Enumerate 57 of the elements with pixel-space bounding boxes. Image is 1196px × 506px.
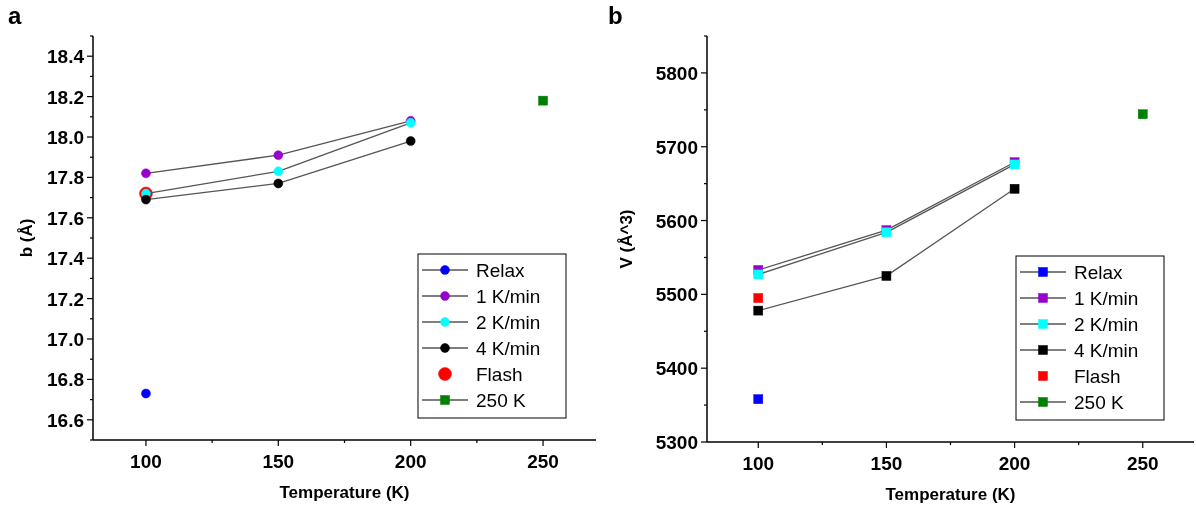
legend-label: Flash: [1074, 366, 1121, 387]
x-tick-label: 200: [998, 453, 1031, 474]
legend-label: 250 K: [476, 390, 526, 411]
y-tick-label: 18.4: [47, 46, 85, 68]
legend-label: 2 K/min: [476, 312, 541, 333]
legend-label: Relax: [1074, 262, 1124, 283]
legend-label: 4 K/min: [476, 338, 541, 359]
point: [1009, 184, 1020, 194]
legend-label: Flash: [476, 364, 523, 385]
x-tick-label: 100: [130, 451, 162, 472]
y-tick-label: 5300: [655, 432, 698, 453]
point: [538, 95, 548, 106]
point: [753, 305, 764, 316]
y-tick-label: 18.0: [47, 127, 84, 148]
point: [273, 166, 284, 177]
point: [405, 136, 416, 146]
x-tick-label: 250: [527, 451, 559, 472]
x-axis-title: Temperature (K): [279, 483, 410, 502]
chart-title: a: [8, 2, 22, 29]
point: [753, 269, 764, 280]
y-tick-label: 5600: [655, 210, 698, 232]
point: [141, 194, 151, 205]
chart-title: b: [608, 2, 623, 29]
y-tick-label: 17.8: [47, 167, 84, 189]
legend-label: 1 K/min: [1074, 288, 1139, 309]
legend-label: 4 K/min: [1074, 340, 1139, 361]
legend-label: 250 K: [1074, 392, 1124, 413]
y-tick-label: 5500: [655, 284, 698, 306]
y-tick-label: 5400: [655, 358, 698, 380]
legend-label: Relax: [476, 260, 526, 281]
y-axis-title: b (Å): [17, 218, 36, 258]
point: [753, 394, 764, 404]
y-tick-label: 18.2: [47, 86, 84, 108]
point: [273, 150, 284, 160]
point: [753, 293, 764, 303]
x-tick-label: 200: [394, 451, 427, 472]
y-tick-label: 17.6: [47, 207, 84, 229]
y-tick-label: 17.2: [47, 288, 84, 310]
y-tick-label: 16.8: [47, 369, 84, 391]
point: [141, 168, 151, 179]
y-tick-label: 17.0: [47, 329, 84, 350]
legend-label: 1 K/min: [476, 286, 541, 307]
point: [141, 388, 151, 399]
y-tick-label: 5700: [655, 136, 698, 158]
y-tick-label: 17.4: [47, 248, 85, 270]
point: [881, 271, 892, 281]
point: [1137, 109, 1148, 119]
x-tick-label: 100: [742, 453, 775, 474]
y-tick-label: 16.6: [47, 409, 84, 431]
legend-label: 2 K/min: [1074, 314, 1139, 335]
y-axis-title: V (Å^3): [617, 209, 636, 269]
x-tick-label: 250: [1126, 453, 1159, 474]
y-tick-label: 5800: [655, 62, 698, 84]
x-axis-title: Temperature (K): [885, 485, 1016, 504]
x-tick-label: 150: [262, 451, 295, 472]
point: [273, 178, 284, 189]
x-tick-label: 150: [870, 453, 903, 474]
